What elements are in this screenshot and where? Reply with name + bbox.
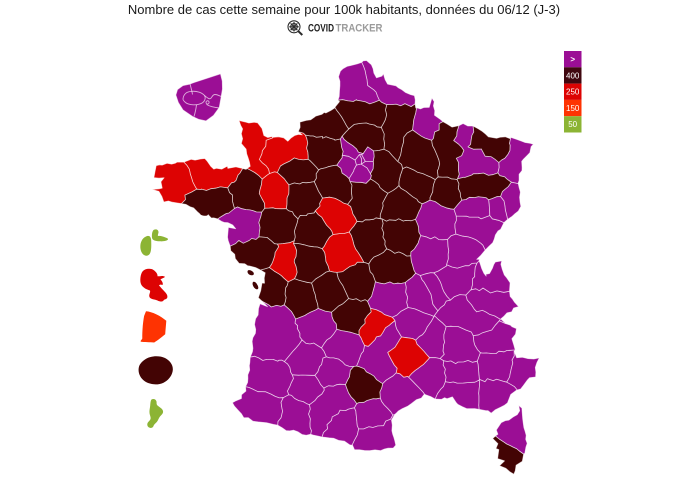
svg-text:400: 400 [566, 71, 580, 80]
svg-text:>: > [570, 55, 575, 64]
svg-text:150: 150 [566, 104, 580, 113]
svg-text:TRACKER: TRACKER [336, 23, 383, 35]
svg-text:250: 250 [566, 88, 580, 97]
svg-text:50: 50 [568, 120, 577, 129]
svg-text:COVID: COVID [308, 23, 334, 35]
